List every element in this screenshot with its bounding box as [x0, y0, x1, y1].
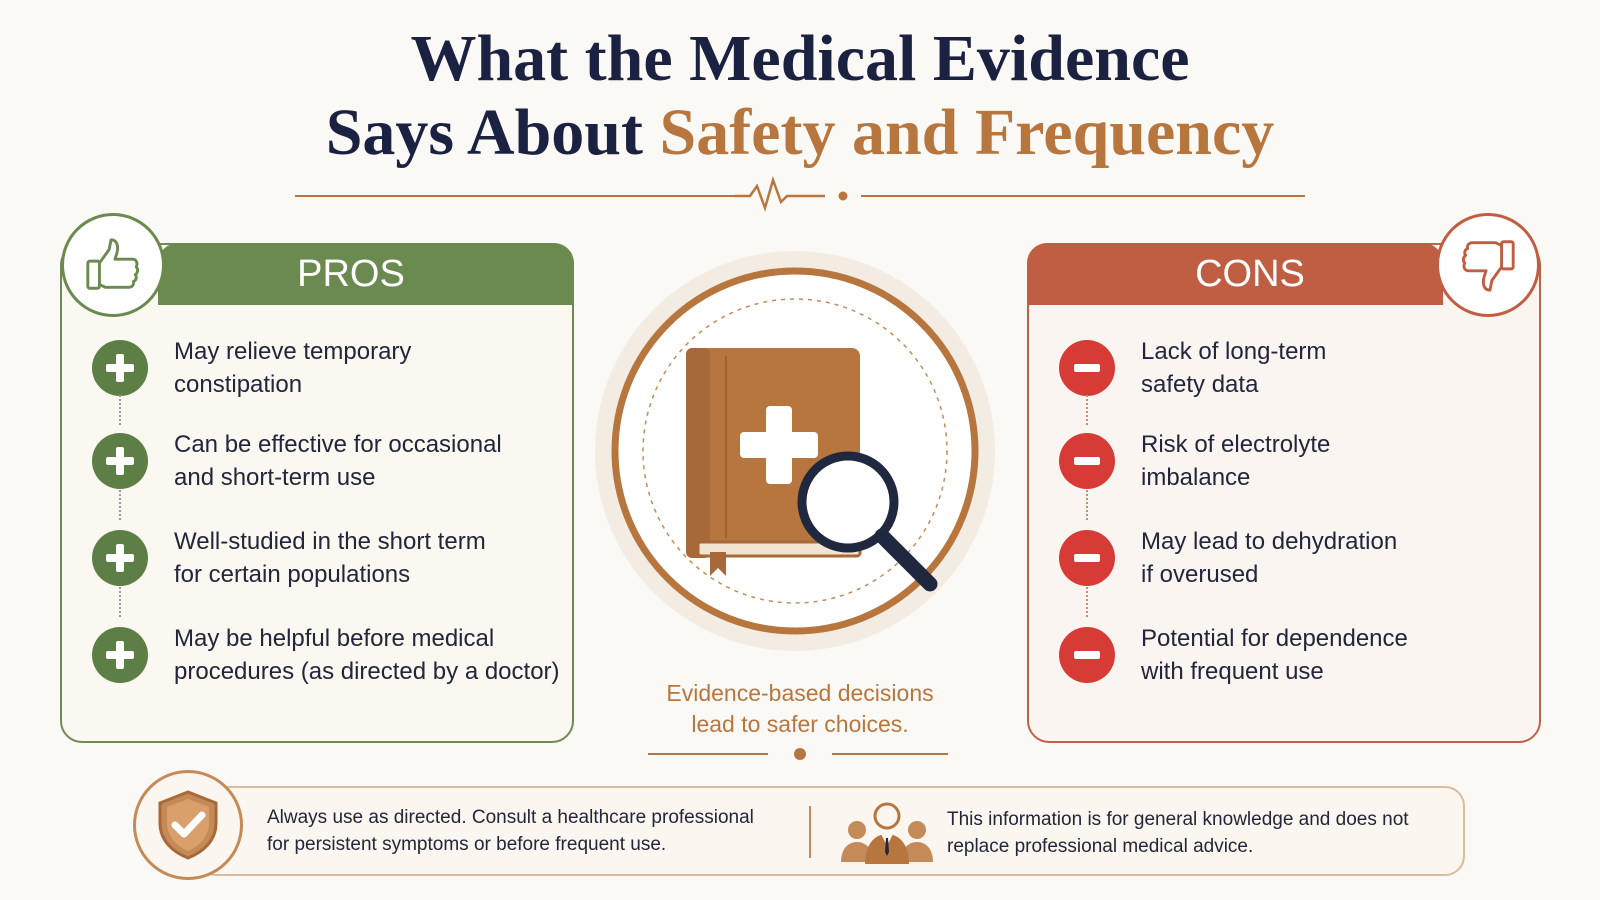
pros-connector: [119, 490, 121, 520]
pros-item: May relieve temporary constipation: [92, 333, 562, 403]
footer-left-note: Always use as directed. Consult a health…: [267, 807, 754, 855]
cons-item-text: Risk of electrolyte imbalance: [1141, 431, 1331, 491]
cons-connector: [1086, 490, 1088, 520]
cons-item-text: Lack of long-term safety data: [1141, 338, 1327, 398]
plus-icon: [92, 530, 148, 586]
cons-header: CONS: [1027, 243, 1443, 305]
cons-item: Risk of electrolyte imbalance: [1059, 426, 1529, 496]
cons-item: Lack of long-term safety data: [1059, 333, 1529, 403]
medical-book-magnifier-icon: [595, 251, 995, 651]
title-line-2-plain: Says About: [325, 96, 660, 169]
cons-item-text: May lead to dehydration if overused: [1141, 528, 1398, 588]
title-line-2: Says About Safety and Frequency: [0, 96, 1600, 170]
minus-icon: [1059, 433, 1115, 489]
cons-item-text: Potential for dependence with frequent u…: [1141, 625, 1408, 685]
page-title: What the Medical Evidence Says About Saf…: [0, 22, 1600, 170]
shield-check-icon: [133, 770, 243, 880]
pros-item: May be helpful before medical procedures…: [92, 620, 562, 690]
pros-connector: [119, 395, 121, 425]
title-line-2-accent: Safety and Frequency: [659, 96, 1275, 169]
minus-icon: [1059, 530, 1115, 586]
pros-connector: [119, 587, 121, 617]
title-line-1: What the Medical Evidence: [410, 22, 1190, 95]
plus-icon: [92, 627, 148, 683]
minus-icon: [1059, 340, 1115, 396]
footer-notice: Always use as directed. Consult a health…: [195, 786, 1465, 876]
pros-item-text: May relieve temporary constipation: [174, 338, 412, 398]
people-icon: [841, 802, 933, 864]
pros-item-text: Can be effective for occasional and shor…: [174, 431, 502, 491]
pros-header: PROS: [158, 243, 574, 305]
pros-panel: PROS May relieve temporary constipation …: [60, 213, 574, 743]
cons-item: May lead to dehydration if overused: [1059, 523, 1529, 593]
pros-item: Can be effective for occasional and shor…: [92, 426, 562, 496]
footer-right-note: This information is for general knowledg…: [947, 809, 1409, 857]
cons-panel: CONS Lack of long-term safety data Risk …: [1027, 213, 1541, 743]
tagline-divider: [648, 748, 948, 760]
center-tagline: Evidence-based decisions lead to safer c…: [666, 680, 934, 737]
plus-icon: [92, 340, 148, 396]
footer-separator: [809, 806, 811, 858]
thumbs-down-icon: [1436, 213, 1540, 317]
pros-item-text: May be helpful before medical procedures…: [174, 625, 560, 685]
cons-connector: [1086, 587, 1088, 617]
heartbeat-divider: [295, 176, 1305, 213]
cons-connector: [1086, 395, 1088, 425]
plus-icon: [92, 433, 148, 489]
minus-icon: [1059, 627, 1115, 683]
cons-item: Potential for dependence with frequent u…: [1059, 620, 1529, 690]
thumbs-up-icon: [61, 213, 165, 317]
pros-item-text: Well-studied in the short term for certa…: [174, 528, 486, 588]
pros-item: Well-studied in the short term for certa…: [92, 523, 562, 593]
